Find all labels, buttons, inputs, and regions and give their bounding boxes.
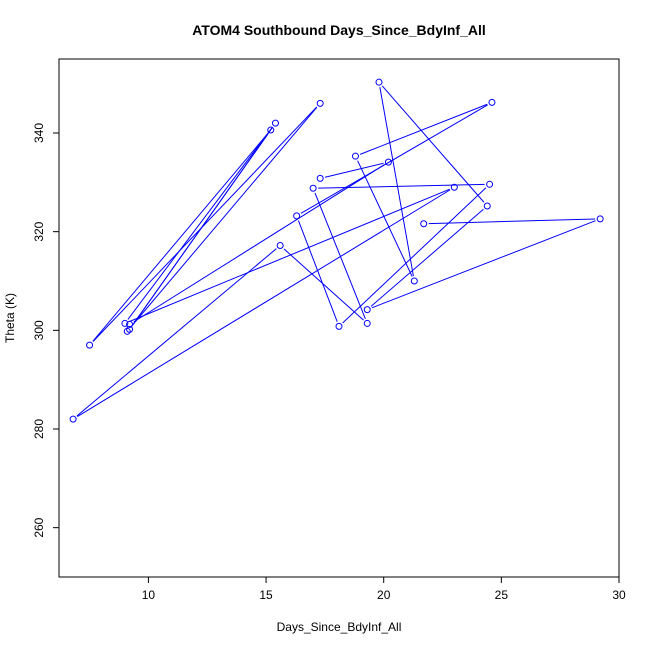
x-tick-label: 30 <box>612 588 626 602</box>
data-point <box>121 319 129 327</box>
data-point <box>316 99 324 107</box>
data-point <box>276 241 284 249</box>
data-point <box>335 322 343 330</box>
data-point <box>293 212 301 220</box>
x-axis: 10 15 20 25 30 <box>142 577 626 602</box>
data-point <box>363 319 371 327</box>
y-axis-label: Theta (K) <box>3 293 17 343</box>
plot-frame <box>58 58 620 578</box>
series-line-segment <box>77 189 451 417</box>
x-tick-label: 25 <box>495 588 509 602</box>
data-point <box>271 119 279 127</box>
series-line-segment <box>297 220 338 322</box>
x-axis-label: Days_Since_BdyInf_All <box>277 620 402 634</box>
series-line-segment <box>129 188 450 322</box>
data-point <box>267 126 275 134</box>
data-point <box>410 277 418 285</box>
series-line-segment <box>357 160 413 277</box>
data-point <box>351 152 359 160</box>
series-line-segment <box>130 106 318 328</box>
data-point <box>375 78 383 86</box>
series-line-segment <box>379 87 414 277</box>
y-tick-label: 280 <box>32 419 46 439</box>
data-point <box>86 341 94 349</box>
y-tick-label: 300 <box>32 320 46 340</box>
data-point <box>596 215 604 223</box>
y-tick-label: 340 <box>32 123 46 143</box>
data-point <box>450 183 458 191</box>
series-line-segment <box>283 248 364 321</box>
series-line-segment <box>314 192 366 319</box>
data-point <box>363 306 371 314</box>
series-line-segment <box>92 133 268 342</box>
data-point <box>126 320 134 328</box>
series-line-segment <box>133 164 385 323</box>
series-layer <box>69 78 604 423</box>
series-line-segment <box>359 103 488 155</box>
series-line-segment <box>342 187 487 324</box>
y-tick-label: 260 <box>32 517 46 537</box>
series-line-segment <box>371 220 596 309</box>
series-line-segment <box>127 126 273 320</box>
series-line-segment <box>132 126 273 326</box>
series-line-segment <box>428 218 596 225</box>
series-1 <box>126 158 392 328</box>
series-line-segment <box>318 183 485 189</box>
series-line-segment <box>370 208 484 307</box>
data-point <box>309 184 317 192</box>
data-point <box>126 325 134 333</box>
series-line-segment <box>300 104 488 214</box>
series-line-segment <box>381 85 485 203</box>
x-tick-label: 15 <box>259 588 273 602</box>
y-axis: 260 280 300 320 340 <box>32 123 59 538</box>
series-line-segment <box>76 248 277 417</box>
data-point <box>123 327 131 335</box>
data-point <box>69 415 77 423</box>
y-tick-label: 320 <box>32 221 46 241</box>
data-point <box>316 174 324 182</box>
series-line-segment <box>324 162 384 178</box>
data-point <box>483 202 491 210</box>
data-point <box>488 98 496 106</box>
data-point <box>420 220 428 228</box>
series-line-segment <box>92 106 318 342</box>
series-0 <box>69 78 604 423</box>
x-tick-label: 10 <box>142 588 156 602</box>
x-tick-label: 20 <box>377 588 391 602</box>
data-point <box>486 180 494 188</box>
data-point <box>384 158 392 166</box>
chart-title: ATOM4 Southbound Days_Since_BdyInf_All <box>192 22 486 38</box>
